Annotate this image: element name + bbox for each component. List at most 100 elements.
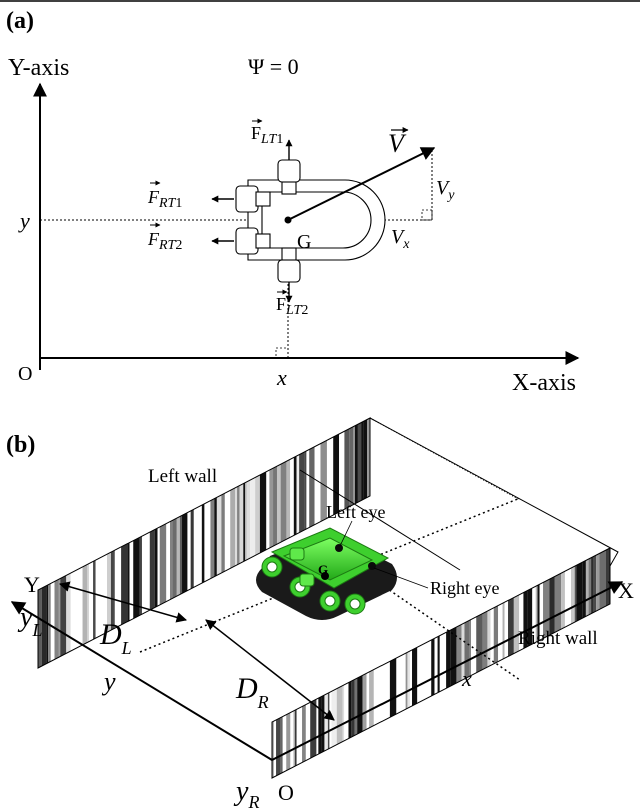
right-wall-stripe — [329, 691, 331, 748]
thruster-mount-a — [290, 548, 304, 560]
right-wall-stripe — [589, 558, 592, 615]
right-wall-stripe — [386, 661, 389, 719]
right-wall-stripe — [396, 655, 402, 714]
right-wall-stripe — [324, 693, 327, 751]
left-wall-stripe — [309, 447, 314, 528]
right-distance-label: DR — [235, 672, 269, 712]
left-wall-stripe — [299, 452, 304, 533]
right-wall-stripe — [494, 606, 498, 664]
left-wall-stripe — [214, 497, 217, 576]
force-rt2-label: FRT2 — [147, 229, 182, 253]
x-axis-label: X-axis — [512, 370, 576, 396]
left-wall-stripe — [87, 564, 89, 643]
left-wall-stripe — [89, 561, 93, 641]
left-wall-stripe — [74, 570, 77, 649]
right-eye-label: Right eye — [430, 578, 500, 598]
thruster-3-nozzle — [325, 596, 335, 606]
right-wall-stripe — [351, 679, 354, 737]
origin-label: O — [18, 363, 32, 385]
right-wall-stripe — [328, 692, 330, 749]
right-angle-mark — [276, 348, 288, 358]
left-wall-stripe — [306, 450, 309, 529]
left-wall-stripe — [128, 543, 130, 622]
right-wall-stripe — [390, 658, 396, 717]
right-wall-stripe — [283, 715, 287, 773]
left-wall-stripe — [277, 464, 281, 544]
right-wall-stripe — [483, 611, 488, 669]
right-wall-stripe — [438, 636, 440, 693]
right-wall-stripe — [306, 702, 310, 760]
left-wall-stripe — [155, 528, 158, 607]
left-wall-stripe — [339, 431, 344, 512]
left-wall-stripe — [187, 511, 190, 591]
left-wall-stripe — [240, 484, 244, 564]
left-wall-stripe — [115, 547, 121, 628]
robot-body-inner — [262, 192, 371, 248]
right-wall-stripe — [406, 652, 408, 709]
left-wall-stripe — [221, 493, 224, 573]
right-wall-stripe — [505, 600, 508, 658]
right-wall-stripe — [274, 720, 276, 777]
right-wall-stripe — [599, 550, 606, 609]
left-wall-stripe — [273, 466, 277, 546]
left-wall-stripe — [355, 424, 358, 504]
left-wall-stripe — [349, 427, 353, 507]
right-wall-stripe — [476, 613, 483, 672]
left-wall-stripe — [250, 478, 255, 559]
thruster-rt2 — [236, 228, 258, 254]
left-wall-stripe — [260, 472, 266, 553]
left-wall-stripe — [194, 508, 196, 587]
right-wall-stripe — [571, 566, 575, 624]
right-wall-stripe — [344, 683, 348, 741]
left-wall-stripe — [286, 459, 290, 539]
panel-a-label: (a) — [6, 8, 34, 34]
left-wall-stripe — [182, 513, 187, 594]
left-wall-stripe — [191, 509, 194, 589]
left-wall-stripe — [237, 486, 240, 565]
left-wall-stripe — [269, 468, 273, 548]
right-wall-stripe — [286, 713, 290, 771]
right-wall-stripe — [428, 640, 431, 697]
psi-label: Ψ = 0 — [248, 54, 299, 79]
right-wall-stripe — [297, 707, 302, 766]
panel-a: (a) Y-axis X-axis Ψ = 0 O x y G — [0, 1, 640, 396]
left-wall-stripe — [121, 544, 127, 625]
right-wall-stripe — [343, 685, 345, 742]
right-wall-stripe — [586, 559, 589, 616]
right-wall-stripe — [555, 573, 561, 632]
thruster-rt1 — [236, 186, 258, 212]
right-wall-stripe — [374, 666, 380, 725]
right-wall-stripe — [577, 562, 583, 621]
left-wall-stripe — [315, 444, 321, 525]
y-axis-3d — [12, 602, 272, 760]
right-wall-stripe — [290, 711, 293, 769]
y-axis-label: Y-axis — [8, 55, 69, 81]
left-wall-stripe — [93, 560, 96, 639]
right-wall-stripe — [402, 653, 406, 711]
velocity-label: V — [388, 129, 407, 158]
far-wall-edge — [370, 418, 618, 566]
thruster-lt2 — [278, 260, 300, 282]
right-wall-label: Right wall — [518, 628, 598, 649]
left-wall-stripe — [180, 515, 182, 594]
thruster-lt1 — [278, 160, 300, 182]
right-wall-stripe — [357, 675, 362, 734]
right-wall-stripe — [561, 571, 565, 629]
right-wall-stripe — [276, 718, 280, 776]
left-wall-stripe — [255, 475, 260, 555]
left-wall-stripe — [217, 495, 222, 575]
right-wall-stripe — [508, 598, 514, 657]
left-wall-stripe — [160, 524, 167, 605]
vx-label: Vx — [391, 226, 410, 252]
left-wall-stripe — [166, 522, 170, 602]
left-wall-stripe — [140, 536, 142, 615]
left-wall-stripe — [51, 581, 55, 661]
left-distance-label: DL — [99, 618, 132, 658]
right-distance-arrow — [206, 620, 334, 720]
left-wall-stripe — [290, 457, 294, 537]
right-wall-stripe — [380, 663, 386, 722]
left-wall-stripe — [157, 527, 159, 606]
y-right-wall-label: yR — [233, 776, 259, 809]
right-wall-stripe — [302, 705, 306, 763]
